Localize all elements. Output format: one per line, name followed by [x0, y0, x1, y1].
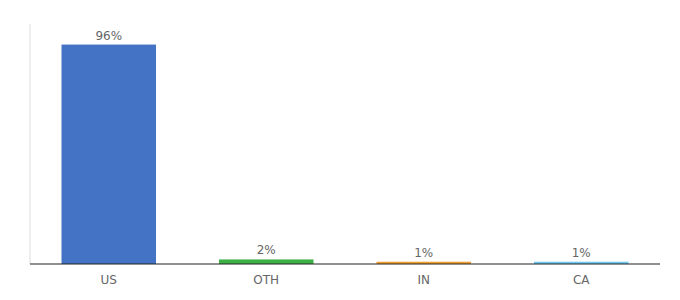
- data-label: 96%: [95, 29, 122, 43]
- data-label: 1%: [572, 246, 591, 260]
- data-label: 2%: [257, 243, 276, 257]
- plot-area: [30, 24, 629, 264]
- chart-container: 96% 2% 1% 1% US OTH IN CA: [0, 0, 680, 300]
- bar: [219, 259, 314, 264]
- bar: [62, 45, 157, 264]
- y-axis-line: [30, 24, 31, 264]
- x-axis-line: [30, 263, 660, 264]
- x-tick-label: OTH: [253, 273, 279, 287]
- x-tick-labels: US OTH IN CA: [101, 273, 591, 287]
- x-tick-label: IN: [417, 273, 430, 287]
- x-tick-label: CA: [573, 273, 590, 287]
- bars: [62, 45, 629, 264]
- x-tick-label: US: [101, 273, 117, 287]
- page: {"chart_data": {"type": "bar", "categori…: [0, 0, 680, 300]
- data-label: 1%: [414, 246, 433, 260]
- data-labels: 96% 2% 1% 1%: [95, 29, 590, 260]
- chart: 96% 2% 1% 1% US OTH IN CA: [0, 0, 680, 300]
